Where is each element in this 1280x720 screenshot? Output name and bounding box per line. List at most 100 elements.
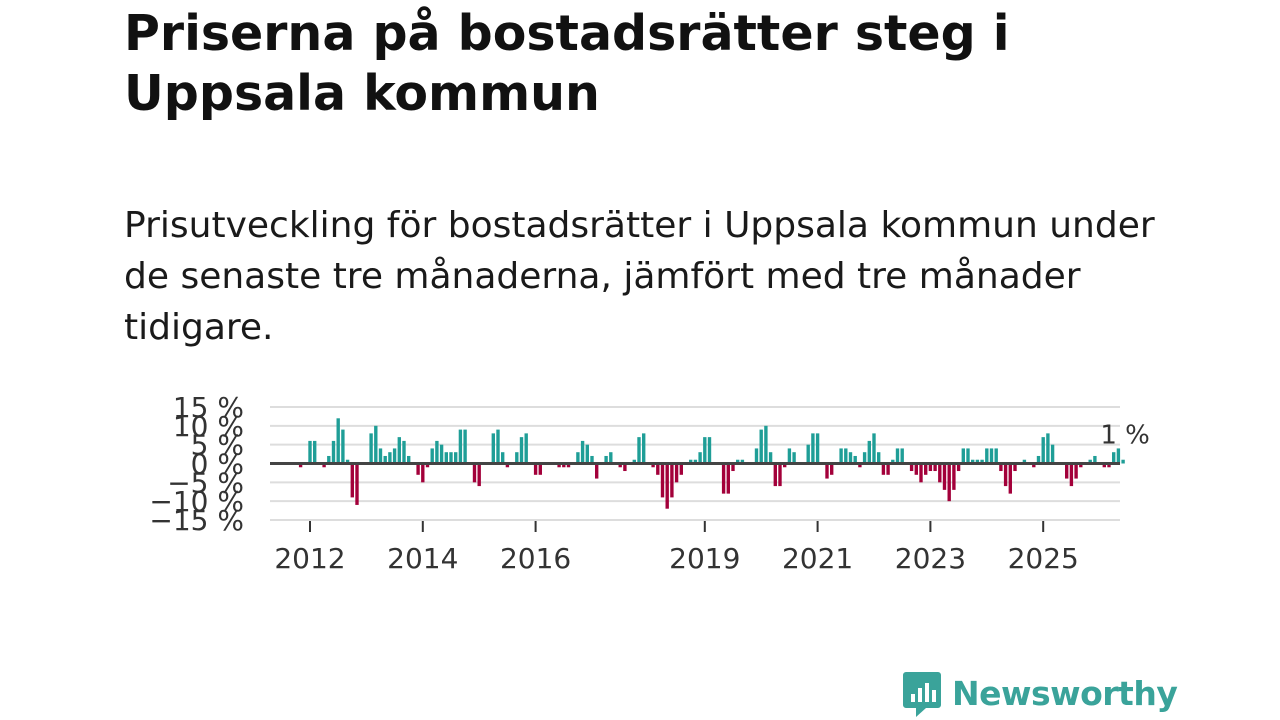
bar xyxy=(1070,464,1073,487)
bar xyxy=(952,464,955,490)
bar xyxy=(1074,464,1077,479)
bar xyxy=(586,445,589,464)
bar xyxy=(445,452,448,463)
bar xyxy=(473,464,476,483)
bar xyxy=(421,464,424,483)
bar xyxy=(901,448,904,463)
bar xyxy=(868,441,871,464)
bar xyxy=(534,464,537,475)
bar xyxy=(431,448,434,463)
bar xyxy=(341,430,344,464)
bar xyxy=(369,433,372,463)
bar xyxy=(1009,464,1012,494)
bar xyxy=(416,464,419,475)
bar xyxy=(308,441,311,464)
bar xyxy=(576,452,579,463)
bar xyxy=(642,433,645,463)
bar xyxy=(896,448,899,463)
bar xyxy=(661,464,664,498)
bar xyxy=(449,452,452,463)
bar xyxy=(313,441,316,464)
bar xyxy=(1112,452,1115,463)
bar xyxy=(839,448,842,463)
bar xyxy=(816,433,819,463)
bar xyxy=(1121,460,1124,464)
x-tick-label: 2023 xyxy=(895,542,966,575)
bar xyxy=(459,430,462,464)
bar xyxy=(938,464,941,483)
logo-text: Newsworthy xyxy=(952,674,1177,713)
bar xyxy=(351,464,354,498)
bar xyxy=(792,452,795,463)
bar xyxy=(609,452,612,463)
bar xyxy=(478,464,481,487)
bar xyxy=(924,464,927,475)
x-tick-label: 2025 xyxy=(1008,542,1079,575)
x-tick-label: 2014 xyxy=(387,542,458,575)
bar xyxy=(1004,464,1007,487)
x-tick-label: 2021 xyxy=(782,542,853,575)
bar xyxy=(863,452,866,463)
chart-subtitle: Prisutveckling för bostadsrätter i Uppsa… xyxy=(124,200,1164,353)
bar xyxy=(825,464,828,479)
bar xyxy=(355,464,358,505)
bar xyxy=(722,464,725,494)
bar xyxy=(995,448,998,463)
bar xyxy=(764,426,767,464)
bar xyxy=(915,464,918,475)
bar xyxy=(698,452,701,463)
price-change-chart: 15 %10 %5 %0 %−5 %−10 %−15 % 2012 2014 2016… xyxy=(0,380,1280,600)
bar xyxy=(398,437,401,463)
bar xyxy=(496,430,499,464)
bar xyxy=(919,464,922,483)
bar xyxy=(1046,433,1049,463)
bar xyxy=(332,441,335,464)
bar xyxy=(990,448,993,463)
bar xyxy=(520,437,523,463)
bar xyxy=(581,441,584,464)
bar xyxy=(811,433,814,463)
bar xyxy=(374,426,377,464)
bar xyxy=(463,430,466,464)
y-tick-label: −15 % xyxy=(149,504,244,537)
bar xyxy=(501,452,504,463)
bar xyxy=(985,448,988,463)
bar xyxy=(393,448,396,463)
bar xyxy=(877,452,880,463)
bar xyxy=(675,464,678,483)
bar xyxy=(337,418,340,463)
bar xyxy=(882,464,885,475)
bar xyxy=(388,452,391,463)
bar xyxy=(454,452,457,463)
bar xyxy=(966,448,969,463)
bar xyxy=(539,464,542,475)
bar xyxy=(595,464,598,479)
bar xyxy=(962,448,965,463)
bar xyxy=(637,437,640,463)
bar xyxy=(492,433,495,463)
x-tick-label: 2012 xyxy=(274,542,345,575)
bar xyxy=(515,452,518,463)
bar xyxy=(670,464,673,498)
bar xyxy=(703,437,706,463)
bar xyxy=(778,464,781,487)
bar xyxy=(1051,445,1054,464)
bar xyxy=(943,464,946,490)
bar xyxy=(830,464,833,475)
bar xyxy=(435,441,438,464)
bar xyxy=(440,445,443,464)
bar xyxy=(769,452,772,463)
bar xyxy=(727,464,730,494)
bar xyxy=(379,448,382,463)
newsworthy-logo: Newsworthy xyxy=(902,666,1177,720)
last-value-annotation: 1 % xyxy=(1100,421,1150,451)
bar xyxy=(680,464,683,475)
bar xyxy=(402,441,405,464)
newsworthy-logo-icon xyxy=(902,668,942,718)
bar xyxy=(656,464,659,475)
chart-title: Priserna på bostadsrätter steg i Uppsala… xyxy=(124,4,1204,124)
x-tick-label: 2019 xyxy=(669,542,740,575)
bar xyxy=(886,464,889,475)
bar xyxy=(948,464,951,502)
bar xyxy=(708,437,711,463)
